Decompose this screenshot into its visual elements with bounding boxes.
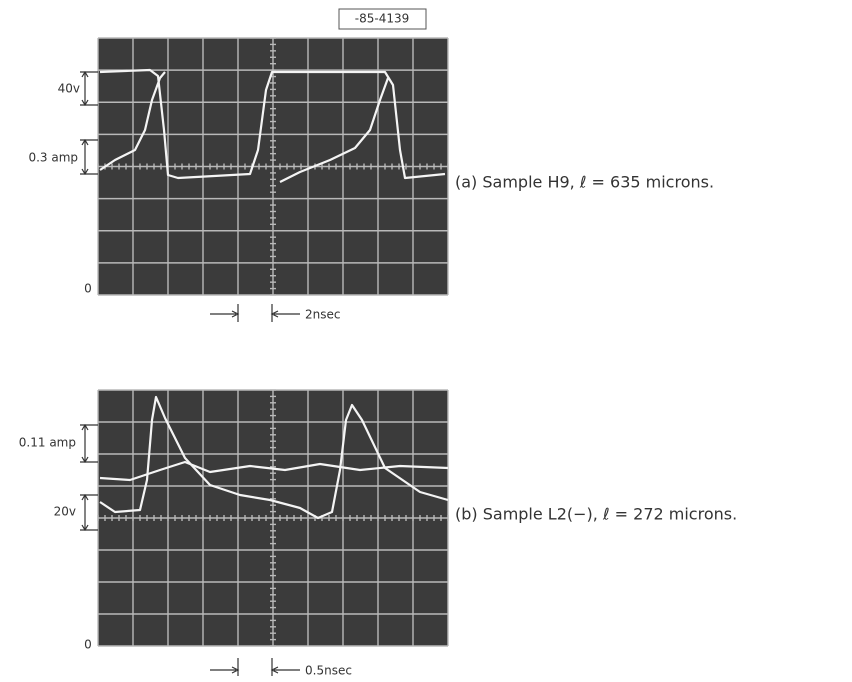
label: 0.11 amp — [19, 436, 76, 450]
label: 0.3 amp — [28, 151, 78, 165]
current-trace — [99, 71, 166, 171]
marker — [80, 423, 98, 464]
time-marker — [210, 304, 300, 322]
stamp-box — [338, 8, 427, 30]
time-label: 0.5nsec — [305, 664, 352, 678]
marker — [80, 493, 98, 532]
panel-b: 0.11 amp 20v 0 0.5nsec (b) Sample L2(−),… — [19, 389, 737, 678]
time-marker — [210, 658, 300, 676]
caption: (b) Sample L2(−), ℓ = 272 microns. — [455, 505, 737, 524]
zero-label: 0 — [84, 638, 92, 652]
graticule — [97, 389, 449, 647]
current-trace — [99, 395, 449, 520]
caption: (a) Sample H9, ℓ = 635 microns. — [455, 173, 714, 192]
label: 20v — [54, 505, 76, 519]
stamp: -85-4139 — [355, 12, 409, 26]
zero-label: 0 — [84, 282, 92, 296]
voltage-trace — [99, 68, 446, 180]
voltage-trace — [99, 460, 449, 482]
time-label: 2nsec — [305, 308, 340, 322]
marker — [80, 70, 98, 107]
graticule — [97, 37, 449, 296]
panel-a: 40v 0.3 amp 0 2nsec (a) Sample H9, ℓ = 6… — [28, 37, 714, 322]
label: 40v — [58, 82, 80, 96]
marker — [80, 138, 98, 176]
current-trace — [279, 77, 390, 183]
